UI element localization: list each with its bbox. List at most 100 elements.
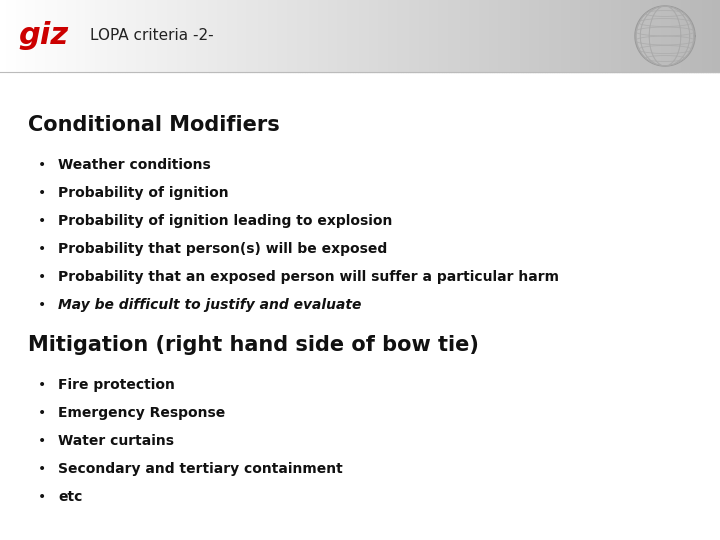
Bar — [384, 0, 387, 72]
Bar — [477, 0, 480, 72]
Bar — [461, 0, 463, 72]
Bar — [125, 0, 127, 72]
Bar — [583, 0, 585, 72]
Bar — [650, 0, 653, 72]
Bar — [667, 0, 670, 72]
Bar — [401, 0, 403, 72]
Text: •: • — [38, 214, 46, 228]
Bar — [283, 0, 286, 72]
Bar — [396, 0, 398, 72]
Bar — [655, 0, 657, 72]
Bar — [288, 0, 290, 72]
Bar — [211, 0, 214, 72]
Text: Water curtains: Water curtains — [58, 434, 174, 448]
Bar — [557, 0, 559, 72]
Bar — [17, 0, 19, 72]
Bar — [2, 0, 5, 72]
Bar — [343, 0, 346, 72]
Bar — [576, 0, 578, 72]
Bar — [348, 0, 351, 72]
Bar — [173, 0, 175, 72]
Bar — [677, 0, 679, 72]
Bar — [36, 0, 38, 72]
Bar — [379, 0, 382, 72]
Bar — [156, 0, 158, 72]
Bar — [86, 0, 89, 72]
Bar — [389, 0, 391, 72]
Bar — [189, 0, 192, 72]
Bar — [45, 0, 48, 72]
Bar — [405, 0, 408, 72]
Bar — [621, 0, 624, 72]
Bar — [574, 0, 576, 72]
Bar — [315, 0, 317, 72]
Bar — [305, 0, 307, 72]
Bar — [48, 0, 50, 72]
Bar — [693, 0, 696, 72]
Bar — [374, 0, 377, 72]
Bar — [698, 0, 701, 72]
Bar — [413, 0, 415, 72]
Bar — [689, 0, 691, 72]
Bar — [247, 0, 250, 72]
Bar — [74, 0, 77, 72]
Bar — [528, 0, 531, 72]
Bar — [672, 0, 675, 72]
Bar — [84, 0, 86, 72]
Bar — [713, 0, 715, 72]
Text: •: • — [38, 490, 46, 504]
Bar — [531, 0, 533, 72]
Bar — [341, 0, 343, 72]
Bar — [439, 0, 441, 72]
Bar — [559, 0, 562, 72]
Bar — [214, 0, 216, 72]
Bar — [235, 0, 238, 72]
Bar — [511, 0, 513, 72]
Text: May be difficult to justify and evaluate: May be difficult to justify and evaluate — [58, 298, 361, 312]
Text: Secondary and tertiary containment: Secondary and tertiary containment — [58, 462, 343, 476]
Bar — [703, 0, 706, 72]
Bar — [523, 0, 526, 72]
Bar — [526, 0, 528, 72]
Bar — [444, 0, 446, 72]
Bar — [691, 0, 693, 72]
Bar — [259, 0, 261, 72]
Bar — [269, 0, 271, 72]
Bar — [466, 0, 468, 72]
Bar — [451, 0, 454, 72]
Bar — [194, 0, 197, 72]
Bar — [538, 0, 540, 72]
Text: •: • — [38, 270, 46, 284]
Bar — [77, 0, 79, 72]
Bar — [533, 0, 535, 72]
Bar — [34, 0, 36, 72]
Bar — [459, 0, 461, 72]
Bar — [351, 0, 353, 72]
Bar — [600, 0, 603, 72]
Bar — [499, 0, 502, 72]
Bar — [274, 0, 276, 72]
Bar — [9, 0, 12, 72]
Bar — [65, 0, 67, 72]
Bar — [567, 0, 569, 72]
Bar — [504, 0, 506, 72]
Bar — [593, 0, 595, 72]
Bar — [127, 0, 130, 72]
Bar — [139, 0, 142, 72]
Bar — [610, 0, 612, 72]
Text: Mitigation (right hand side of bow tie): Mitigation (right hand side of bow tie) — [28, 335, 479, 355]
Bar — [297, 0, 300, 72]
Bar — [468, 0, 470, 72]
Text: Probability that person(s) will be exposed: Probability that person(s) will be expos… — [58, 242, 387, 256]
Bar — [715, 0, 718, 72]
Bar — [463, 0, 466, 72]
Bar — [497, 0, 499, 72]
Bar — [423, 0, 425, 72]
Bar — [63, 0, 65, 72]
Bar — [612, 0, 614, 72]
Bar — [153, 0, 156, 72]
Bar — [708, 0, 711, 72]
Bar — [425, 0, 427, 72]
Bar — [646, 0, 648, 72]
Bar — [310, 0, 312, 72]
